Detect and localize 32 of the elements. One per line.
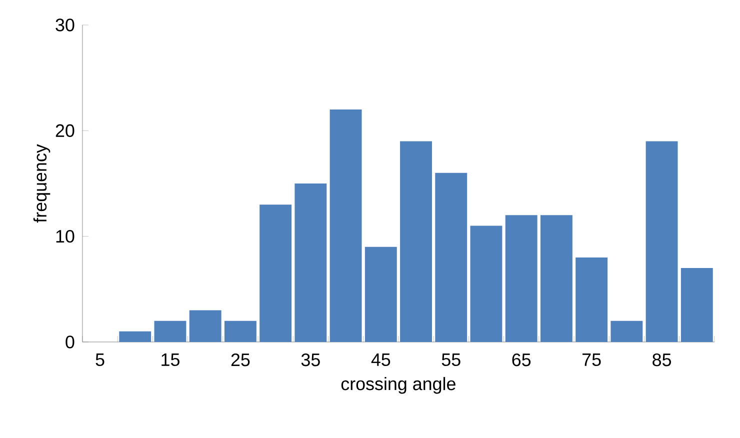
y-tick-label: 20 [56, 124, 74, 137]
x-tick-label: 25 [231, 353, 250, 366]
x-tick-label: 85 [652, 353, 671, 366]
bar [435, 172, 468, 342]
x-tick-label: 65 [512, 353, 531, 366]
bar [330, 110, 362, 342]
bar [154, 320, 186, 342]
bar [294, 183, 327, 342]
bar [646, 141, 678, 342]
x-tick-label: 5 [96, 354, 104, 366]
y-axis-title: frequency [33, 144, 50, 223]
bar [470, 226, 502, 342]
x-tick-label: 55 [442, 354, 460, 366]
x-tick-label: 15 [162, 354, 180, 366]
bar [364, 246, 397, 342]
bar [260, 204, 292, 342]
x-tick-label: 75 [582, 354, 601, 366]
bar [680, 268, 713, 342]
y-tick-label: 30 [56, 18, 74, 32]
bar [400, 141, 432, 342]
bar [505, 215, 538, 342]
bar [189, 310, 222, 342]
x-axis-title: crossing angle [341, 377, 456, 394]
bar [224, 320, 256, 342]
x-tick-label: 35 [301, 353, 320, 366]
x-tick-label: 45 [371, 354, 390, 366]
bar [119, 331, 152, 342]
y-tick-label: 10 [56, 230, 74, 243]
bar [540, 215, 572, 342]
bar [576, 257, 608, 342]
bar [610, 320, 643, 342]
y-tick-label: 0 [66, 336, 74, 348]
